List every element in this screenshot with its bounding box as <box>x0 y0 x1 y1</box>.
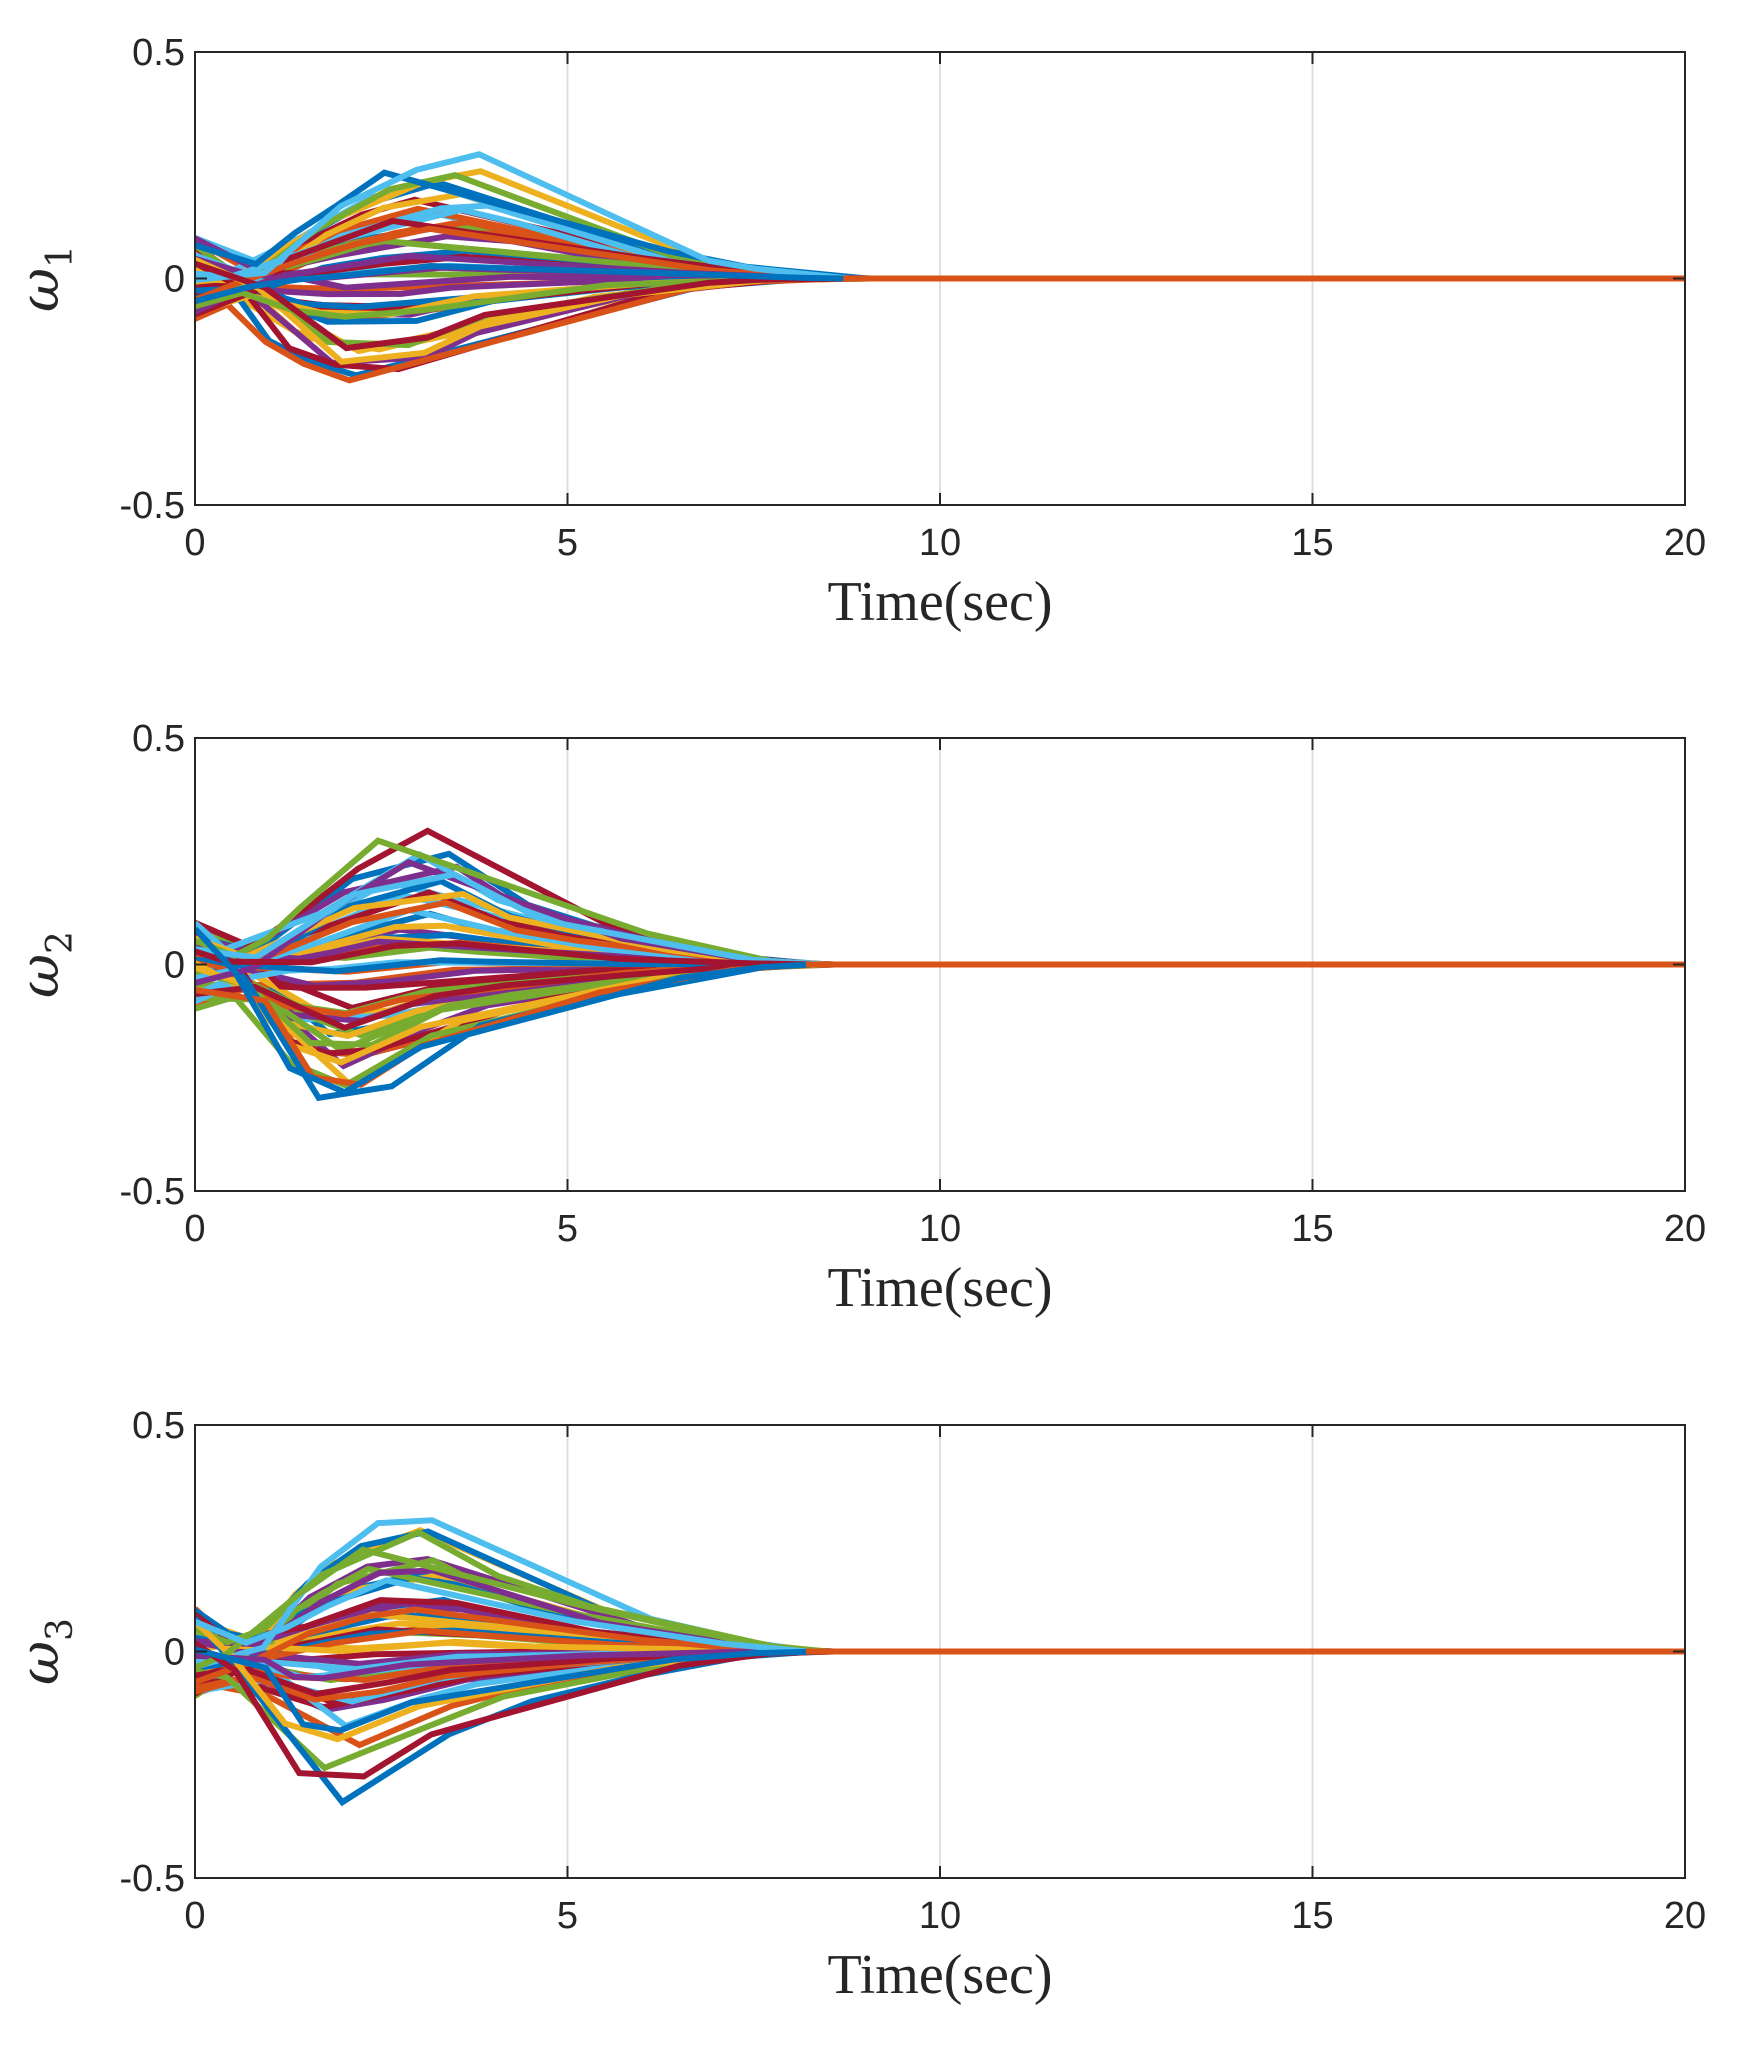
series-group <box>195 151 1685 384</box>
y-tick-label: 0 <box>164 945 185 987</box>
x-axis-label: Time(sec) <box>827 1257 1052 1319</box>
series-group <box>195 827 1685 1102</box>
y-axis-subscript: 3 <box>40 1618 81 1641</box>
x-tick-label: 5 <box>557 1208 578 1250</box>
series-line <box>195 1646 1685 1734</box>
x-tick-label: 20 <box>1664 1895 1706 1937</box>
y-axis-subscript: 1 <box>40 245 81 268</box>
y-axis-subscript: 2 <box>40 931 81 954</box>
y-tick-label: 0 <box>164 259 185 301</box>
y-tick-label: 0 <box>164 1632 185 1674</box>
y-axis-label: ω1 <box>8 245 81 312</box>
x-tick-label: 5 <box>557 522 578 564</box>
x-tick-label: 15 <box>1291 1895 1333 1937</box>
x-tick-label: 10 <box>919 522 961 564</box>
x-tick-label: 20 <box>1664 1208 1706 1250</box>
y-axis-label: ω3 <box>8 1618 81 1685</box>
x-tick-label: 15 <box>1291 522 1333 564</box>
y-tick-label: -0.5 <box>120 485 185 527</box>
x-tick-label: 15 <box>1291 1208 1333 1250</box>
x-tick-label: 10 <box>919 1208 961 1250</box>
x-tick-label: 0 <box>184 1895 205 1937</box>
y-axis-symbol: ω <box>8 1641 71 1685</box>
x-tick-label: 5 <box>557 1895 578 1937</box>
y-axis-symbol: ω <box>8 954 71 998</box>
x-tick-label: 20 <box>1664 522 1706 564</box>
x-axis-label: Time(sec) <box>827 571 1052 633</box>
y-tick-label: 0.5 <box>132 32 185 74</box>
series-line <box>195 262 1685 305</box>
series-line <box>195 926 1685 1096</box>
y-tick-label: -0.5 <box>120 1858 185 1900</box>
y-axis-symbol: ω <box>8 268 71 312</box>
y-tick-label: 0.5 <box>132 1405 185 1447</box>
x-tick-label: 10 <box>919 1895 961 1937</box>
y-tick-label: 0.5 <box>132 718 185 760</box>
y-tick-label: -0.5 <box>120 1171 185 1213</box>
series-group <box>195 1517 1685 1807</box>
series-line <box>195 1577 1685 1655</box>
x-axis-label: Time(sec) <box>827 1944 1052 2006</box>
x-tick-label: 0 <box>184 1208 205 1250</box>
y-axis-label: ω2 <box>8 931 81 998</box>
x-tick-label: 0 <box>184 522 205 564</box>
